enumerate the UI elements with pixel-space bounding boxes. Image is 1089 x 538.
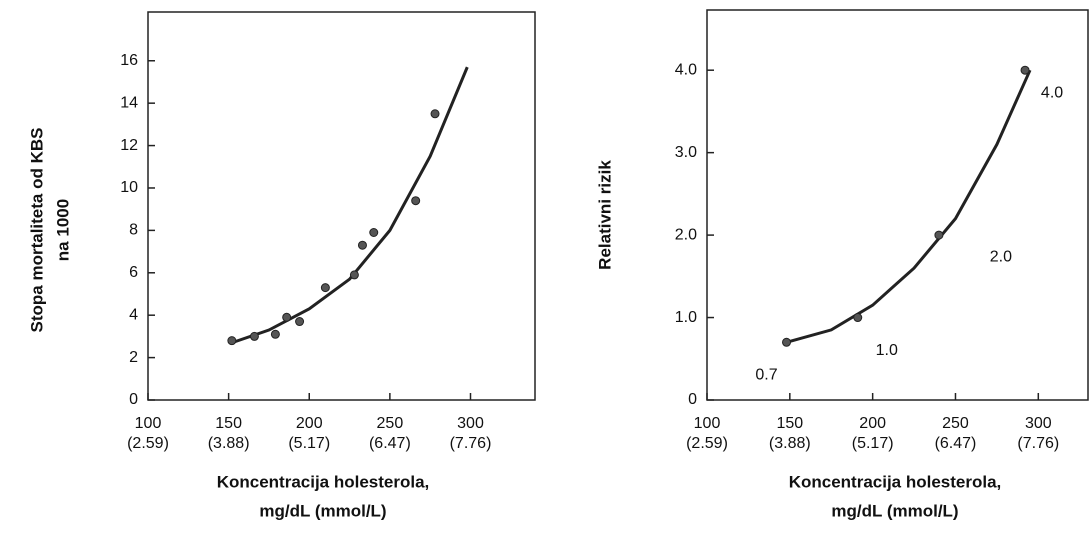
x-axis-label: mg/dL (mmol/L) (259, 501, 386, 520)
value-label: 4.0 (1041, 84, 1063, 101)
y-tick-label: 12 (120, 137, 138, 154)
fit-curve (786, 69, 1032, 344)
y-tick-label: 2 (129, 349, 138, 366)
value-label: 2.0 (990, 248, 1012, 265)
data-point (349, 270, 359, 280)
data-point (430, 109, 440, 119)
y-tick-label: 16 (120, 52, 138, 69)
x-tick-sublabel: (5.17) (852, 435, 894, 452)
x-axis-label: mg/dL (mmol/L) (831, 501, 958, 520)
x-tick-label: 200 (296, 415, 323, 432)
value-label: 1.0 (876, 342, 898, 359)
x-tick-label: 250 (942, 415, 969, 432)
x-tick-label: 250 (377, 415, 404, 432)
y-axis-label: na 1000 (53, 199, 72, 261)
y-tick-label: 3.0 (675, 144, 697, 161)
y-tick-label: 1.0 (675, 309, 697, 326)
data-point (295, 317, 305, 327)
data-point (411, 196, 421, 206)
x-tick-label: 100 (694, 415, 721, 432)
x-tick-sublabel: (2.59) (127, 435, 169, 452)
data-point (853, 313, 863, 323)
y-tick-label: 4 (129, 306, 138, 323)
x-tick-label: 300 (457, 415, 484, 432)
data-point (1020, 65, 1030, 75)
x-axis-label: Koncentracija holesterola, (789, 472, 1002, 491)
plot-frame (706, 9, 1089, 401)
x-tick-sublabel: (3.88) (208, 435, 250, 452)
y-tick-label: 2.0 (675, 226, 697, 243)
x-tick-label: 150 (215, 415, 242, 432)
data-point (320, 283, 330, 293)
data-point (282, 312, 292, 322)
x-tick-sublabel: (7.76) (1017, 435, 1059, 452)
data-point (357, 240, 367, 250)
x-tick-sublabel: (6.47) (369, 435, 411, 452)
x-tick-label: 200 (859, 415, 886, 432)
y-axis-label: Stopa mortaliteta od KBS (27, 128, 46, 333)
y-tick-label: 0 (129, 391, 138, 408)
y-tick-label: 4.0 (675, 61, 697, 78)
value-label: 0.7 (755, 367, 777, 384)
x-tick-label: 100 (135, 415, 162, 432)
x-tick-sublabel: (2.59) (686, 435, 728, 452)
y-axis-label: Relativni rizik (595, 160, 614, 270)
data-point (934, 230, 944, 240)
y-tick-label: 6 (129, 264, 138, 281)
fit-curve (231, 66, 469, 345)
x-tick-sublabel: (7.76) (450, 435, 492, 452)
data-point (227, 336, 237, 346)
x-tick-label: 150 (776, 415, 803, 432)
x-tick-sublabel: (5.17) (288, 435, 330, 452)
y-tick-label: 0 (688, 391, 697, 408)
x-tick-sublabel: (6.47) (935, 435, 977, 452)
y-tick-label: 8 (129, 222, 138, 239)
data-point (270, 329, 280, 339)
x-tick-label: 300 (1025, 415, 1052, 432)
data-point (249, 331, 259, 341)
data-point (782, 337, 792, 347)
x-axis-label: Koncentracija holesterola, (217, 472, 430, 491)
y-tick-label: 10 (120, 179, 138, 196)
data-point (369, 228, 379, 238)
y-tick-label: 14 (120, 94, 138, 111)
plot-frame (147, 11, 536, 401)
x-tick-sublabel: (3.88) (769, 435, 811, 452)
